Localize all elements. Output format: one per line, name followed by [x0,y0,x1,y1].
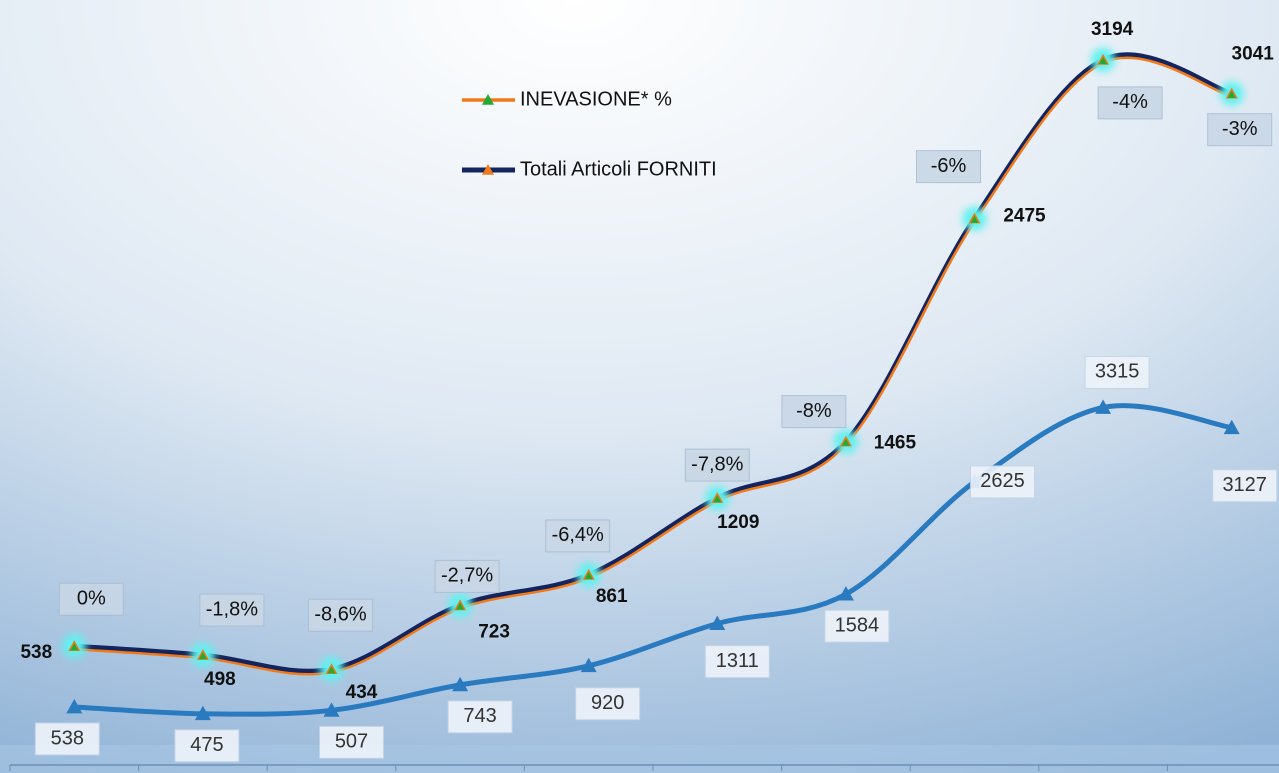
data-label-box [1097,86,1163,120]
data-label: -7,8% [691,453,743,475]
line-highlight [74,56,1233,676]
data-label-box [308,598,373,632]
data-label: 920 [591,692,624,714]
legend-label: INEVASIONE* % [520,88,672,110]
marker [1099,56,1108,65]
data-label: 538 [51,727,84,749]
legend-marker [482,164,494,175]
marker [841,438,850,446]
data-label: 861 [596,586,628,607]
data-label: 475 [190,734,223,756]
data-label-box [199,593,265,627]
legend-marker [482,94,494,105]
data-label-box [916,150,981,184]
marker [1227,90,1236,98]
data-label: -6,4% [552,524,604,546]
data-label: -4% [1112,91,1148,113]
data-label: 1311 [716,650,759,672]
data-label: 507 [335,731,368,753]
data-label-box [684,448,750,482]
data-label-box [1212,469,1278,503]
marker [580,657,597,673]
data-label: -3% [1222,118,1258,140]
marker [198,652,207,660]
data-label: 3127 [1222,474,1267,496]
marker [456,602,465,610]
marker [970,215,979,223]
marker [194,705,211,721]
marker [584,571,593,580]
marker [327,666,336,674]
line [74,403,1233,717]
data-label-box [447,700,513,734]
data-label: -1,8% [206,598,258,620]
data-label: 538 [20,642,52,663]
data-label-box [970,465,1035,499]
marker [1223,419,1240,435]
data-label: 434 [346,682,378,703]
data-label-box [824,609,890,643]
data-label-box [434,559,500,593]
data-label: 2475 [1003,206,1046,227]
data-label: 0% [77,588,106,610]
data-label: -8% [796,400,832,422]
marker [837,586,854,601]
marker [323,702,340,717]
data-label-box [781,395,847,429]
data-label: 1584 [835,614,880,636]
marker [709,615,726,630]
data-label: 3315 [1095,361,1140,383]
marker [1095,399,1112,414]
marker [713,495,722,503]
data-label: 743 [463,705,496,727]
data-label: 1465 [874,433,917,454]
data-label-box [1207,113,1273,147]
marker [70,643,79,651]
data-label-box [319,725,384,759]
line [74,52,1233,674]
data-label-box [704,645,770,679]
marker [452,676,469,692]
data-label-box [58,582,124,616]
data-label: 2625 [980,470,1025,492]
data-label: -6% [931,155,967,177]
data-label: 498 [204,669,236,690]
data-label: -2,7% [441,565,493,587]
data-label-box [1084,355,1150,389]
data-label-box [34,722,100,756]
legend-label: Totali Articoli FORNITI [520,158,717,180]
data-label: 3041 [1232,44,1275,65]
data-label-box [174,729,240,763]
marker [66,698,83,714]
data-label-box [545,519,611,553]
data-label: 1209 [717,512,759,533]
data-label: -8,6% [314,603,366,625]
data-label: 3194 [1091,19,1134,40]
data-label: 723 [478,621,510,642]
data-label-box [575,687,641,721]
